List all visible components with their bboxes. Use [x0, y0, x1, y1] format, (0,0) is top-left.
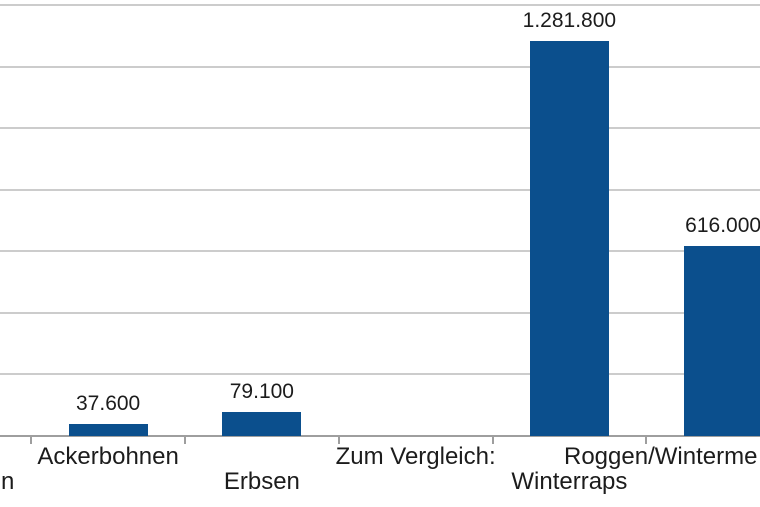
- category-label: Zum Vergleich:: [335, 443, 496, 470]
- axis-tick: [645, 437, 648, 444]
- gridline: [0, 4, 760, 6]
- axis-tick: [184, 437, 186, 444]
- gridline: [0, 65, 760, 68]
- category-label: n: [1, 468, 15, 495]
- axis-tick: [491, 437, 494, 444]
- axis-tick: [30, 437, 33, 444]
- bar-value-label: 79.100: [229, 379, 294, 403]
- bar: [68, 424, 148, 436]
- category-label: Winterraps: [511, 468, 628, 495]
- bar-value-label: 1.281.800: [522, 9, 617, 33]
- gridline: [0, 250, 760, 253]
- x-axis-line: [0, 435, 760, 437]
- axis-tick: [337, 437, 340, 444]
- bar: [683, 246, 760, 436]
- bar: [529, 41, 609, 436]
- category-label: Ackerbohnen: [37, 443, 179, 470]
- bar: [222, 411, 302, 436]
- gridline: [0, 311, 760, 314]
- category-label: Roggen/Winterme: [564, 443, 758, 470]
- gridline: [0, 373, 760, 376]
- gridline: [0, 188, 760, 191]
- bar-value-label: 616.000: [685, 214, 760, 238]
- gridline: [0, 127, 760, 130]
- category-label: Erbsen: [223, 468, 300, 495]
- bar-value-label: 37.600: [76, 392, 141, 416]
